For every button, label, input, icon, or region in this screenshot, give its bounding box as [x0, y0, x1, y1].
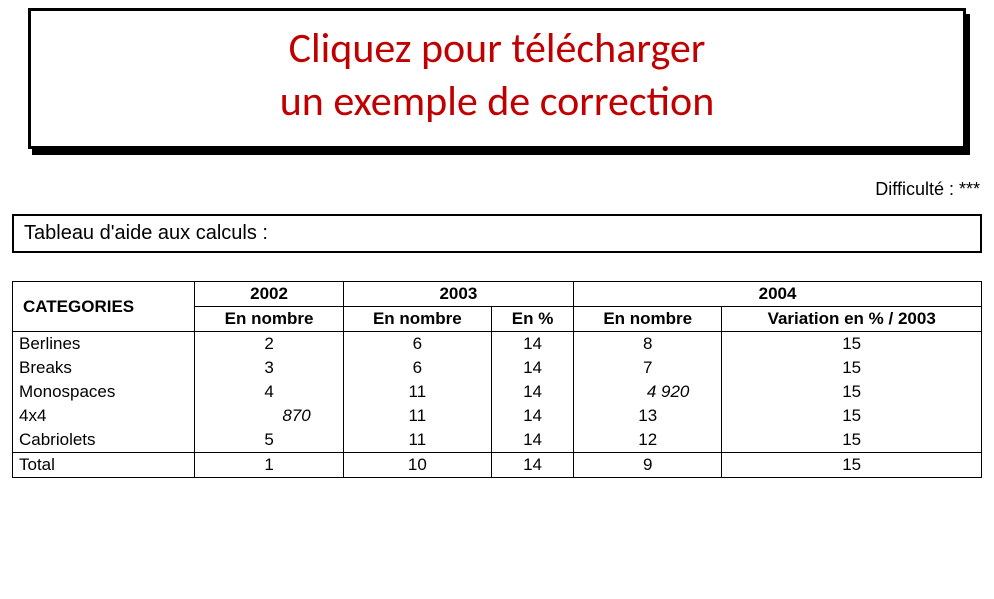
table-cell: 6 — [343, 356, 491, 380]
total-label-cell: Total — [13, 453, 195, 478]
banner-line-2: un exemple de correction — [41, 76, 953, 129]
col-2003: 2003 — [343, 282, 573, 307]
category-cell: Berlines — [13, 332, 195, 357]
table-cell: 4 920 — [574, 380, 722, 404]
table-cell: 2 — [195, 332, 343, 357]
banner-line-1: Cliquez pour télécharger — [41, 23, 953, 76]
section-title: Tableau d'aide aux calculs : — [12, 214, 982, 253]
table-cell: 14 — [492, 380, 574, 404]
table-cell: 15 — [722, 356, 982, 380]
table-cell: 7 — [574, 356, 722, 380]
category-cell: Monospaces — [13, 380, 195, 404]
download-banner[interactable]: Cliquez pour télécharger un exemple de c… — [28, 8, 966, 149]
col-2002: 2002 — [195, 282, 343, 307]
total-cell: 14 — [492, 453, 574, 478]
table-cell: 14 — [492, 332, 574, 357]
table-row: 4x487011141315 — [13, 404, 982, 428]
table-cell: 870 — [195, 404, 343, 428]
table-cell: 8 — [574, 332, 722, 357]
col-2004-variation: Variation en % / 2003 — [722, 307, 982, 332]
total-cell: 15 — [722, 453, 982, 478]
table-cell: 6 — [343, 332, 491, 357]
table-cell: 4 — [195, 380, 343, 404]
table-cell: 15 — [722, 404, 982, 428]
total-cell: 1 — [195, 453, 343, 478]
table-cell: 13 — [574, 404, 722, 428]
col-2003-nombre: En nombre — [343, 307, 491, 332]
category-cell: Breaks — [13, 356, 195, 380]
table-cell: 11 — [343, 428, 491, 453]
table-header-row-1: CATEGORIES 2002 2003 2004 — [13, 282, 982, 307]
table-cell: 11 — [343, 404, 491, 428]
difficulty-label: Difficulté : *** — [0, 179, 980, 200]
table-cell: 14 — [492, 404, 574, 428]
table-cell: 14 — [492, 428, 574, 453]
total-cell: 9 — [574, 453, 722, 478]
table-cell: 14 — [492, 356, 574, 380]
table-cell: 11 — [343, 380, 491, 404]
col-2003-pct: En % — [492, 307, 574, 332]
calc-table: CATEGORIES 2002 2003 2004 En nombre En n… — [12, 281, 982, 478]
col-categories: CATEGORIES — [13, 282, 195, 332]
table-cell: 5 — [195, 428, 343, 453]
table-row: Breaks3614715 — [13, 356, 982, 380]
table-cell: 15 — [722, 380, 982, 404]
table-cell: 15 — [722, 428, 982, 453]
total-cell: 10 — [343, 453, 491, 478]
table-row: Cabriolets511141215 — [13, 428, 982, 453]
col-2004: 2004 — [574, 282, 982, 307]
table-row: Berlines2614815 — [13, 332, 982, 357]
table-row: Monospaces411144 92015 — [13, 380, 982, 404]
category-cell: 4x4 — [13, 404, 195, 428]
table-cell: 15 — [722, 332, 982, 357]
table-cell: 3 — [195, 356, 343, 380]
col-2002-nombre: En nombre — [195, 307, 343, 332]
table-cell: 12 — [574, 428, 722, 453]
total-row: Total11014915 — [13, 453, 982, 478]
col-2004-nombre: En nombre — [574, 307, 722, 332]
category-cell: Cabriolets — [13, 428, 195, 453]
